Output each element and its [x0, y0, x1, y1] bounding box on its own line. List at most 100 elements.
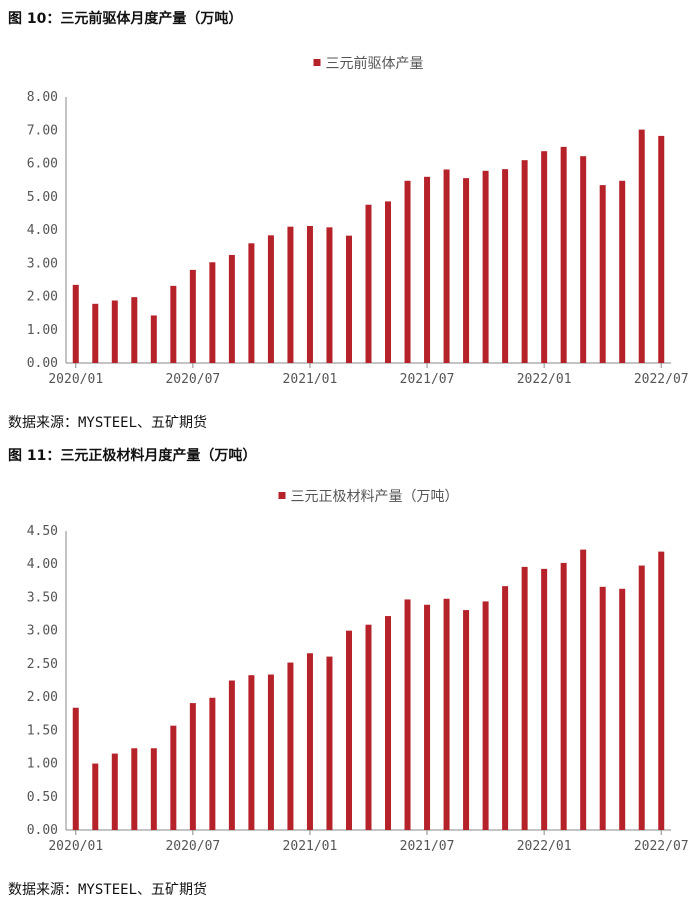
- bar-2021/05: [385, 616, 392, 830]
- bar-2021/04: [365, 204, 372, 363]
- y-tick-label: 0.50: [27, 790, 58, 805]
- x-tick-label: 2020/07: [165, 839, 220, 854]
- legend-label: 三元前驱体产量: [326, 55, 424, 72]
- y-tick-label: 4.00: [27, 557, 58, 572]
- figure-11-title: 图 11：三元正极材料月度产量（万吨）: [8, 448, 257, 464]
- y-tick-label: 2.00: [27, 690, 58, 705]
- bar-2020/12: [287, 662, 294, 830]
- bar-2021/08: [443, 598, 450, 830]
- x-tick-label: 2021/01: [283, 372, 338, 387]
- bar-2020/03: [111, 300, 118, 363]
- legend-marker: [313, 59, 321, 66]
- bar-2021/11: [502, 169, 509, 363]
- figure-11-source: 数据来源：MYSTEEL、五矿期货: [8, 882, 208, 898]
- y-tick-label: 3.50: [27, 590, 58, 605]
- bar-2022/03: [580, 549, 587, 830]
- bar-2022/01: [541, 151, 548, 363]
- bar-2021/02: [326, 656, 333, 830]
- bar-2021/04: [365, 624, 372, 830]
- y-tick-label: 5.00: [27, 190, 58, 205]
- bar-2021/12: [521, 566, 528, 830]
- bar-2020/07: [189, 703, 196, 830]
- bar-2021/10: [482, 601, 489, 830]
- bar-2021/06: [404, 599, 411, 830]
- bar-2021/09: [463, 610, 470, 830]
- bar-2022/01: [541, 568, 548, 830]
- x-tick-label: 2021/01: [283, 839, 338, 854]
- y-tick-label: 1.00: [27, 757, 58, 772]
- y-tick-label: 4.50: [27, 524, 58, 539]
- bar-2021/01: [306, 226, 313, 363]
- bar-2022/02: [560, 562, 567, 830]
- legend-label: 三元正极材料产量（万吨）: [291, 489, 459, 505]
- bar-2022/05: [619, 588, 626, 830]
- figure-10-title: 图 10：三元前驱体月度产量（万吨）: [8, 11, 243, 27]
- bar-2020/02: [92, 303, 99, 363]
- bar-2021/09: [463, 178, 470, 363]
- x-tick-label: 2022/01: [517, 372, 572, 387]
- y-tick-label: 0.00: [27, 823, 58, 838]
- bar-2022/04: [599, 586, 606, 830]
- y-tick-label: 1.50: [27, 723, 58, 738]
- x-tick-label: 2020/01: [48, 839, 103, 854]
- bar-2021/03: [345, 630, 352, 830]
- bar-2021/10: [482, 170, 489, 363]
- bar-2021/02: [326, 227, 333, 363]
- bar-2020/01: [72, 284, 79, 363]
- bar-2020/04: [131, 297, 138, 363]
- bar-2020/08: [209, 697, 216, 830]
- bar-2020/01: [72, 707, 79, 830]
- bar-2020/04: [131, 748, 138, 830]
- chart-legend: 三元前驱体产量: [313, 55, 424, 72]
- bar-2022/06: [638, 565, 645, 830]
- bar-2020/06: [170, 285, 177, 363]
- bar-2021/07: [424, 176, 431, 363]
- bar-2022/07: [658, 551, 665, 830]
- bar-2020/07: [189, 269, 196, 363]
- bar-2020/05: [150, 748, 157, 830]
- bar-2020/10: [248, 675, 255, 830]
- bar-2021/12: [521, 160, 528, 363]
- y-tick-label: 7.00: [27, 123, 58, 138]
- bar-2020/10: [248, 243, 255, 363]
- bar-2020/05: [150, 315, 157, 363]
- chart-legend: 三元正极材料产量（万吨）: [278, 489, 459, 505]
- bar-2021/06: [404, 180, 411, 363]
- bar-2022/03: [580, 156, 587, 363]
- legend-marker: [278, 492, 286, 499]
- chart-precursor-output: 三元前驱体产量 0.00 1.00 2.00 3.00 4.00 5.00 6.00 7.00 8…: [27, 55, 689, 387]
- y-tick-label: 3.00: [27, 624, 58, 639]
- bar-2022/07: [658, 135, 665, 363]
- bar-2020/12: [287, 226, 294, 363]
- y-tick-label: 4.00: [27, 223, 58, 238]
- y-tick-label: 2.50: [27, 657, 58, 672]
- bar-2020/08: [209, 262, 216, 363]
- y-tick-label: 1.00: [27, 323, 58, 338]
- bar-2022/04: [599, 185, 606, 363]
- bar-2020/02: [92, 763, 99, 830]
- bar-2020/11: [267, 235, 274, 363]
- x-tick-label: 2020/07: [165, 372, 220, 387]
- bar-2021/03: [345, 235, 352, 363]
- figure-10-source: 数据来源：MYSTEEL、五矿期货: [8, 415, 208, 431]
- bar-2020/03: [111, 753, 118, 830]
- bar-2020/09: [228, 680, 235, 830]
- bar-2020/09: [228, 254, 235, 363]
- y-tick-label: 8.00: [27, 90, 58, 105]
- bar-2022/02: [560, 146, 567, 363]
- y-tick-label: 6.00: [27, 157, 58, 172]
- bar-2021/01: [306, 653, 313, 830]
- x-tick-label: 2022/07: [634, 372, 689, 387]
- x-tick-label: 2022/01: [517, 839, 572, 854]
- x-tick-label: 2021/07: [400, 372, 455, 387]
- y-tick-label: 2.00: [27, 290, 58, 305]
- bar-2021/08: [443, 169, 450, 363]
- x-tick-label: 2022/07: [634, 839, 689, 854]
- x-tick-label: 2021/07: [400, 839, 455, 854]
- y-tick-label: 3.00: [27, 256, 58, 271]
- chart-cathode-output: 三元正极材料产量（万吨） 0.00 0.50 1.00 1.50 2.00 2.50 3.00…: [27, 489, 689, 854]
- y-tick-label: 0.00: [27, 356, 58, 371]
- x-tick-label: 2020/01: [48, 372, 103, 387]
- bar-2022/05: [619, 180, 626, 363]
- bar-2021/05: [385, 201, 392, 363]
